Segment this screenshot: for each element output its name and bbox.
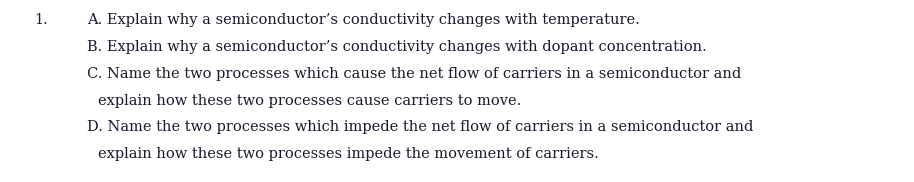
Text: A. Explain why a semiconductor’s conductivity changes with temperature.: A. Explain why a semiconductor’s conduct… [87,13,640,27]
Text: explain how these two processes impede the movement of carriers.: explain how these two processes impede t… [98,147,599,161]
Text: C. Name the two processes which cause the net flow of carriers in a semiconducto: C. Name the two processes which cause th… [87,67,741,81]
Text: explain how these two processes cause carriers to move.: explain how these two processes cause ca… [98,94,521,108]
Text: 1.: 1. [35,13,48,27]
Text: D. Name the two processes which impede the net flow of carriers in a semiconduct: D. Name the two processes which impede t… [87,120,753,134]
Text: B. Explain why a semiconductor’s conductivity changes with dopant concentration.: B. Explain why a semiconductor’s conduct… [87,40,707,54]
